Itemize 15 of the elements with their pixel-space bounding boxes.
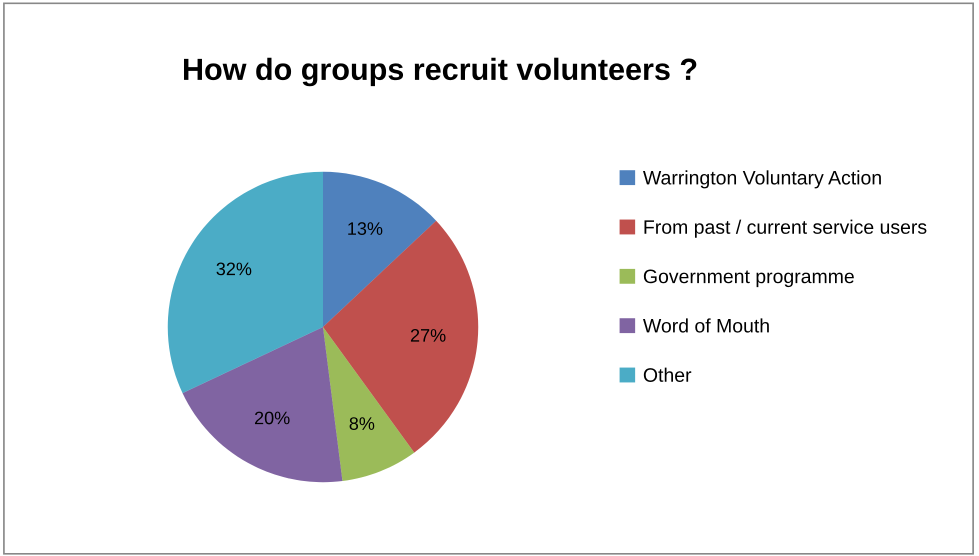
legend-label: Government programme xyxy=(644,270,854,288)
data-label: 8% xyxy=(350,417,374,430)
data-label: 27% xyxy=(410,328,446,342)
pie-slice xyxy=(182,327,342,482)
chart-title: How do groups recruit volunteers ? xyxy=(184,58,696,86)
legend-label: Other xyxy=(644,368,692,382)
legend-label: Word of Mouth xyxy=(643,318,769,333)
legend-label: Warrington Voluntary Action xyxy=(643,170,881,188)
pie-slice xyxy=(168,172,323,394)
pie-slice xyxy=(323,220,478,453)
legend-label: From past / current service users xyxy=(644,220,926,238)
data-label: 20% xyxy=(254,412,290,424)
pie-slice xyxy=(323,172,436,327)
data-label: 13% xyxy=(348,222,382,235)
data-label: 32% xyxy=(216,262,252,276)
